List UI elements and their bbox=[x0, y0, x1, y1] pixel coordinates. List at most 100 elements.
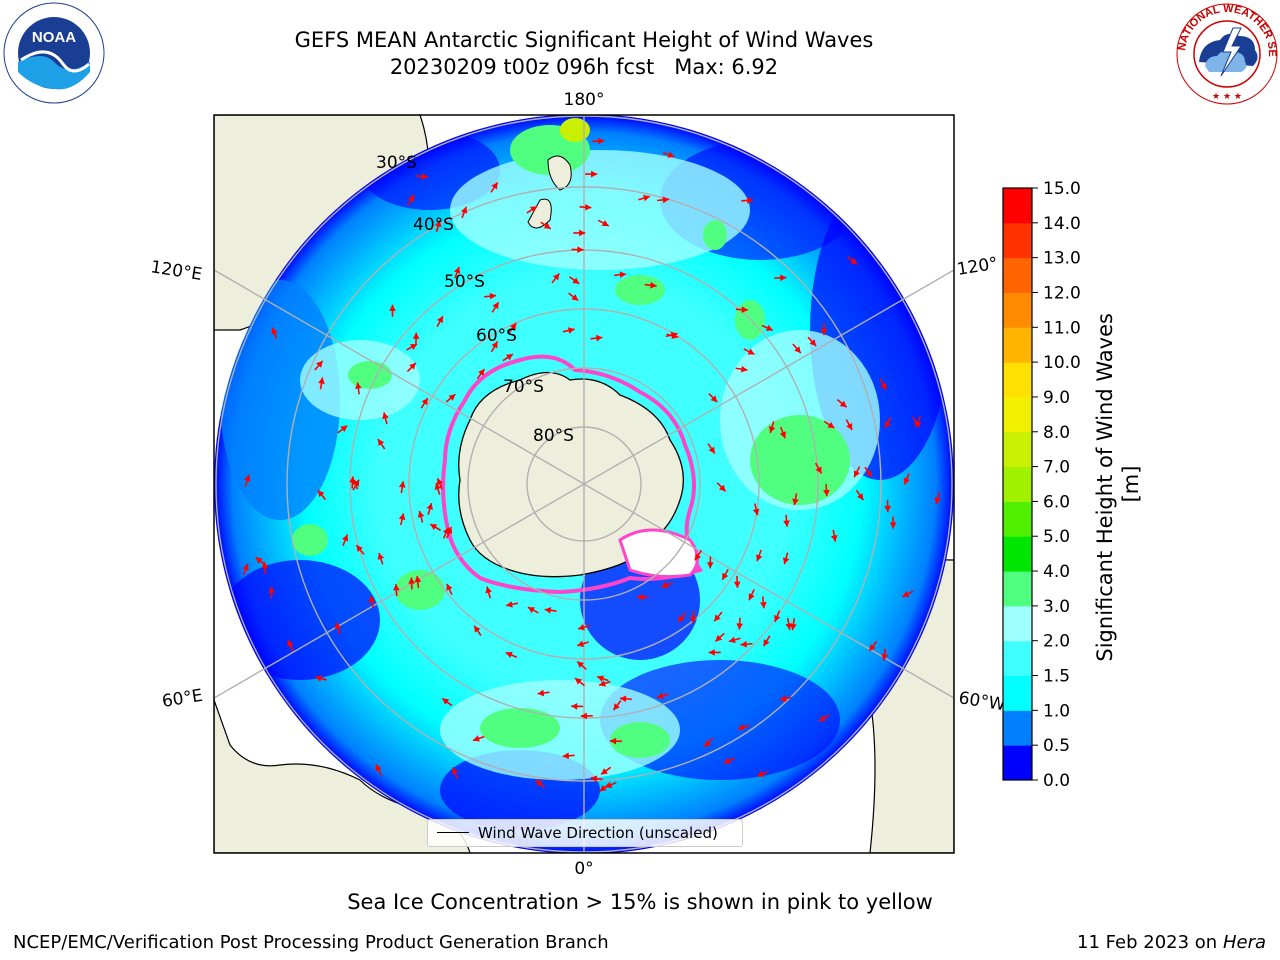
colorbar-tick-label: 3.0 bbox=[1043, 597, 1070, 617]
wave-direction-arrow bbox=[638, 194, 651, 202]
colorbar-tick-label: 1.5 bbox=[1043, 667, 1070, 687]
wave-direction-arrow bbox=[429, 523, 441, 531]
land-antarctica bbox=[458, 371, 684, 578]
wave-direction-arrow bbox=[392, 584, 400, 597]
colorbar-tick-label: 1.0 bbox=[1043, 701, 1070, 721]
colorbar-tick-label: 6.0 bbox=[1043, 492, 1070, 512]
wave-direction-arrow bbox=[820, 323, 828, 336]
colorbar-tick-label: 13.0 bbox=[1043, 249, 1081, 269]
wave-direction-arrow bbox=[460, 206, 468, 219]
wave-direction-arrow bbox=[436, 477, 444, 490]
wave-direction-arrow bbox=[551, 272, 560, 284]
wave-direction-arrow bbox=[735, 365, 748, 373]
lat-labels: 30°S 40°S 50°S 60°S 70°S 80°S bbox=[376, 153, 574, 446]
wave-direction-arrow bbox=[864, 466, 873, 478]
wave-direction-arrow bbox=[612, 700, 622, 711]
wave-direction-arrow bbox=[605, 781, 617, 789]
colorbar: 0.0 0.5 1.0 1.5 2.0 3.0 4.0 5.0 6.0 7.0 8.0 9.0 10.0… bbox=[1002, 179, 1143, 791]
lon-label-60W: 60°W bbox=[957, 688, 1007, 715]
wave-direction-arrow bbox=[408, 577, 415, 590]
wave-direction-arrow bbox=[666, 332, 679, 339]
colorbar-band bbox=[1003, 466, 1032, 502]
wave-direction-arrow bbox=[406, 343, 418, 351]
wave-direction-arrow bbox=[934, 492, 941, 505]
wave-direction-arrow bbox=[485, 586, 492, 599]
wave-direction-arrow bbox=[417, 510, 425, 523]
wave-direction-arrow bbox=[661, 581, 673, 589]
wave-direction-arrow bbox=[540, 221, 552, 230]
wind-wave-arrows bbox=[242, 137, 941, 792]
wave-direction-arrow bbox=[761, 324, 774, 332]
lat-label-70: 70°S bbox=[503, 377, 544, 397]
colorbar-band bbox=[1003, 745, 1032, 781]
wave-direction-arrow bbox=[714, 632, 725, 643]
wave-direction-arrow bbox=[657, 196, 670, 204]
wave-direction-arrow bbox=[445, 526, 453, 539]
colorbar-band bbox=[1003, 640, 1032, 677]
colorbar-tick-label: 4.0 bbox=[1043, 562, 1070, 582]
wave-direction-arrow bbox=[355, 382, 362, 395]
legend-label: Wind Wave Direction (unscaled) bbox=[478, 824, 718, 842]
wave-direction-arrow bbox=[706, 556, 714, 569]
wave-direction-arrow bbox=[716, 482, 727, 492]
wave-direction-arrow bbox=[782, 552, 790, 565]
wave-direction-arrow bbox=[484, 292, 497, 300]
wave-direction-arrow bbox=[415, 173, 428, 180]
wave-direction-arrow bbox=[598, 680, 611, 687]
wave-direction-arrow bbox=[759, 596, 767, 609]
wave-direction-arrow bbox=[445, 393, 456, 403]
colorbar-frame bbox=[1002, 187, 1033, 781]
wave-direction-arrow bbox=[243, 474, 251, 487]
wave-direction-arrow bbox=[434, 482, 442, 495]
wave-direction-arrow bbox=[368, 595, 376, 608]
chart-subtitle: 20230209 t00z 096h fcst Max: 6.92 bbox=[389, 55, 779, 79]
wave-direction-arrow bbox=[434, 220, 442, 233]
wave-direction-arrow bbox=[571, 702, 584, 710]
wave-direction-arrow bbox=[334, 622, 342, 635]
wave-direction-arrow bbox=[590, 775, 603, 783]
lat-label-60: 60°S bbox=[476, 326, 517, 346]
lon-label-0: 0° bbox=[574, 859, 593, 879]
wave-direction-arrow bbox=[341, 534, 349, 547]
wave-direction-arrow bbox=[407, 194, 415, 206]
colorbar-band bbox=[1003, 605, 1032, 642]
wave-direction-arrow bbox=[597, 219, 610, 227]
colorbar-tick-label: 0.5 bbox=[1043, 736, 1070, 756]
wave-direction-arrow bbox=[406, 362, 417, 373]
wave-direction-arrow bbox=[689, 611, 697, 624]
wave-direction-arrow bbox=[375, 764, 382, 776]
lon-label-180: 180° bbox=[564, 90, 605, 110]
wave-direction-arrow bbox=[314, 675, 327, 682]
wave-direction-arrow bbox=[743, 348, 755, 356]
wave-direction-arrow bbox=[596, 675, 609, 682]
lat-label-80: 80°S bbox=[533, 426, 574, 446]
colorbar-band bbox=[1003, 501, 1032, 537]
wave-direction-arrow bbox=[580, 712, 593, 720]
wave-direction-arrow bbox=[783, 514, 790, 527]
wave-direction-arrow bbox=[426, 502, 434, 515]
wave-direction-arrow bbox=[472, 735, 485, 742]
wave-direction-arrow bbox=[349, 476, 356, 489]
wave-direction-arrow bbox=[728, 636, 741, 644]
wave-direction-arrow bbox=[600, 766, 612, 776]
wave-direction-arrow bbox=[818, 714, 830, 722]
wave-direction-arrow bbox=[398, 481, 406, 494]
colorbar-band bbox=[1003, 222, 1032, 259]
wave-direction-arrow bbox=[473, 625, 482, 637]
wave-direction-arrow bbox=[505, 651, 518, 659]
wave-direction-arrow bbox=[847, 256, 858, 266]
wave-direction-arrow bbox=[912, 416, 921, 428]
graticule bbox=[214, 115, 954, 853]
wave-direction-arrow bbox=[355, 544, 365, 555]
wave-direction-arrow bbox=[446, 583, 453, 596]
wave-direction-arrow bbox=[694, 549, 703, 561]
wave-direction-arrow bbox=[574, 677, 585, 687]
wave-direction-arrow bbox=[527, 606, 539, 614]
wave-direction-arrow bbox=[853, 466, 861, 478]
colorbar-tick-label: 7.0 bbox=[1043, 458, 1070, 478]
map-legend: Wind Wave Direction (unscaled) bbox=[427, 819, 743, 847]
wave-direction-arrow bbox=[748, 589, 755, 601]
wave-direction-arrow bbox=[756, 770, 769, 777]
wave-direction-arrow bbox=[790, 618, 797, 631]
